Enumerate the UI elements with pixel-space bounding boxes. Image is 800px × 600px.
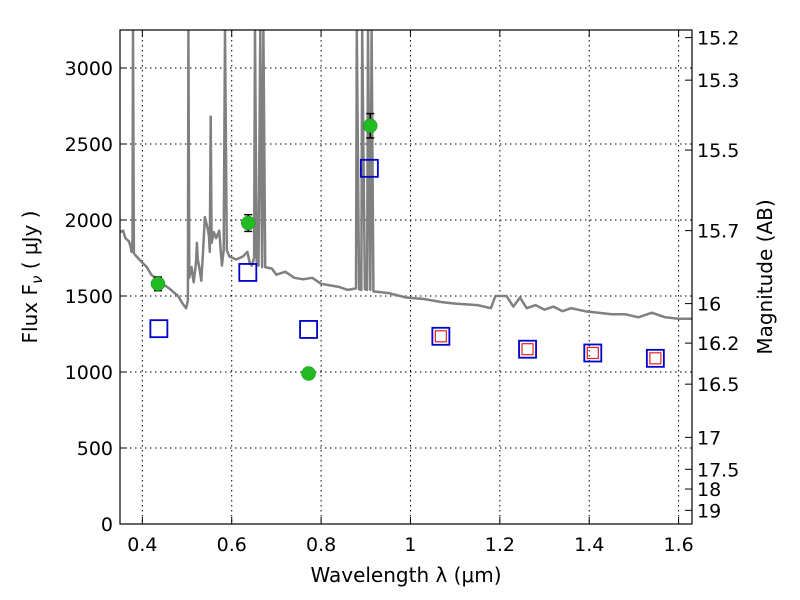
- y-tick-label: 1500: [65, 286, 113, 308]
- axis-ticks: 0.4 0.6 0.8 1 1.2 1.4 1.6 0 500 1000 1500 2000 2500 3…: [65, 28, 740, 556]
- x-tick-label: 0.4: [127, 534, 157, 556]
- x-tick-label: 1: [404, 534, 416, 556]
- observed-point: [241, 215, 256, 231]
- x-axis-label: Wavelength λ (μm): [310, 563, 501, 587]
- observed-point: [150, 276, 166, 292]
- y2-tick-label: 15.7: [697, 221, 739, 243]
- small-square-marker: [521, 343, 534, 356]
- x-tick-label: 0.8: [306, 534, 336, 556]
- model-square-marker: [299, 320, 318, 339]
- model-square-marker: [238, 263, 258, 282]
- model-square-marker: [645, 348, 665, 368]
- plot-data: [120, 30, 692, 381]
- y2-tick-label: 16: [697, 294, 721, 316]
- y-axis-label-sub: ν: [28, 276, 46, 284]
- model-square-marker: [359, 158, 379, 178]
- y2-tick-label: 16.2: [697, 333, 739, 355]
- small-square-marker: [649, 352, 662, 365]
- y-tick-label: 500: [77, 438, 113, 460]
- spectrum-line: [120, 30, 692, 321]
- y2-tick-label: 19: [697, 500, 721, 522]
- x-tick-label: 1.6: [663, 534, 693, 556]
- x-tick-label: 0.6: [217, 534, 247, 556]
- model-square-marker: [583, 343, 603, 363]
- plot-data-group: [120, 30, 692, 381]
- small-square-marker: [434, 330, 447, 343]
- y2-tick-label: 15.2: [697, 28, 739, 50]
- x-tick-label: 1.4: [574, 534, 604, 556]
- y2-tick-label: 17.5: [697, 459, 739, 481]
- y-tick-label: 2500: [65, 134, 113, 156]
- x-tick-label: 1.2: [485, 534, 515, 556]
- observed-point: [363, 118, 378, 134]
- model-square-marker: [149, 319, 169, 339]
- model-square-marker: [518, 339, 537, 359]
- y-tick-label: 3000: [65, 58, 113, 80]
- plot-frame: [119, 29, 693, 525]
- y2-tick-label: 18: [697, 479, 721, 501]
- y2-axis-label: Magnitude (AB): [753, 199, 777, 354]
- y-axis-label-text: Flux F: [18, 284, 42, 343]
- y-tick-label: 1000: [65, 362, 113, 384]
- y-axis-label: Flux Fν ( μJy ): [18, 211, 46, 344]
- model-square-marker: [431, 326, 451, 346]
- y2-tick-label: 15.5: [697, 140, 739, 162]
- y2-tick-label: 15.3: [697, 70, 739, 92]
- y-tick-label: 2000: [65, 210, 113, 232]
- small-square-marker: [586, 346, 599, 360]
- observed-point: [301, 366, 316, 381]
- y2-tick-label: 16.5: [697, 374, 739, 396]
- grid: [120, 30, 692, 525]
- y-tick-label: 0: [101, 514, 113, 536]
- y2-tick-label: 17: [697, 427, 721, 449]
- y-axis-label-unit: ( μJy ): [18, 211, 42, 276]
